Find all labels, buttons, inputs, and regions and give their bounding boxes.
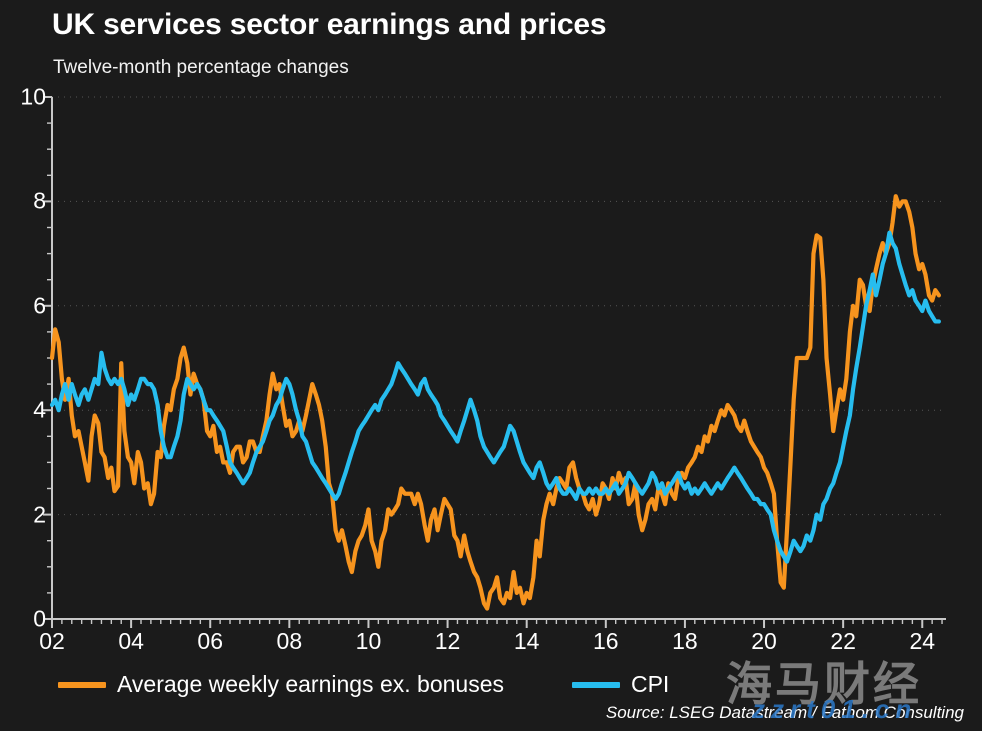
x-tick-label: 20: [751, 628, 777, 654]
y-tick-label: 2: [33, 501, 46, 528]
x-tick-label: 14: [513, 628, 540, 654]
series-line-cpi: [49, 230, 941, 564]
legend-swatch-earnings: [58, 681, 106, 688]
x-tick-label: 22: [830, 628, 856, 654]
legend-item-cpi[interactable]: CPI: [571, 671, 670, 698]
legend-label-cpi: CPI: [630, 671, 670, 697]
x-tick-label: 02: [39, 628, 65, 654]
x-tick-label: 24: [909, 628, 936, 654]
x-tick-label: 04: [118, 628, 144, 654]
legend-swatch-cpi: [571, 681, 620, 688]
x-tick-label: 06: [197, 628, 224, 654]
x-tick-label: 10: [355, 628, 382, 654]
legend-item-earnings[interactable]: Average weekly earnings ex. bonuses: [58, 671, 504, 698]
y-tick-label: 4: [33, 396, 46, 423]
x-tick-label: 16: [593, 628, 619, 654]
legend-label-earnings: Average weekly earnings ex. bonuses: [117, 671, 504, 697]
chart-legend: Average weekly earnings ex. bonuses CPI: [58, 671, 669, 698]
x-tick-label: 12: [434, 628, 461, 654]
chart-subtitle: Twelve-month percentage changes: [53, 57, 349, 78]
y-tick-label: 10: [20, 83, 46, 110]
x-tick-label: 08: [276, 628, 303, 654]
x-tick-label: 18: [672, 628, 698, 654]
y-tick-label: 8: [33, 187, 46, 214]
y-tick-label: 0: [33, 605, 46, 632]
source-note: Source: LSEG Datastream / Fathom Consult…: [605, 703, 964, 722]
page-title: UK services sector earnings and prices: [52, 8, 607, 41]
series-line-earnings: [49, 194, 941, 611]
y-tick-label: 6: [33, 292, 46, 319]
y-axis: 0 2 4 6 8 10: [0, 0, 46, 731]
